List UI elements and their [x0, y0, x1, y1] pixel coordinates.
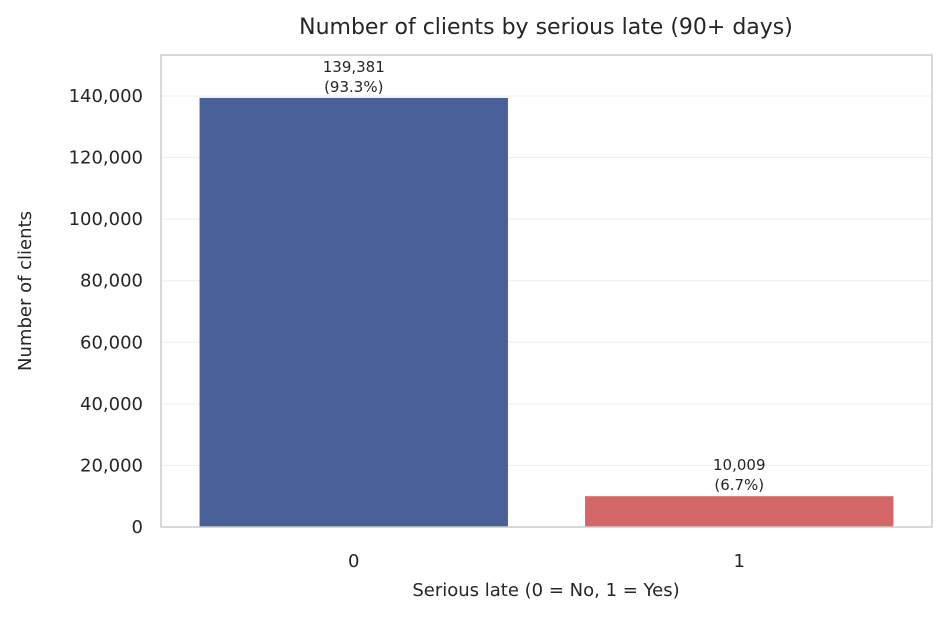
y-tick-label: 140,000 — [69, 86, 143, 107]
plot-frame — [160, 54, 933, 528]
data-label-value: 139,381 — [323, 58, 385, 76]
data-label-value: 10,009 — [713, 456, 766, 474]
bars — [199, 97, 894, 527]
y-tick-label: 60,000 — [80, 332, 143, 353]
x-tick-label: 0 — [348, 551, 359, 572]
data-label-percent: (6.7%) — [714, 476, 764, 494]
bar-1 — [585, 496, 894, 527]
bar-0 — [199, 97, 508, 527]
y-axis-label: Number of clients — [15, 211, 36, 371]
y-tick-label: 0 — [132, 517, 143, 538]
chart-title: Number of clients by serious late (90+ d… — [299, 15, 793, 40]
x-axis-label: Serious late (0 = No, 1 = Yes) — [412, 580, 679, 601]
x-tick-label: 1 — [734, 551, 745, 572]
data-labels: 139,381 (93.3%) 10,009 (6.7%) — [323, 58, 766, 494]
y-tick-label: 20,000 — [80, 455, 143, 476]
y-tick-label: 40,000 — [80, 394, 143, 415]
y-axis-ticks: 0 20,000 40,000 60,000 80,000 100,000 120,000 1… — [69, 86, 143, 538]
y-tick-label: 120,000 — [69, 148, 143, 169]
data-label-percent: (93.3%) — [324, 78, 383, 96]
y-tick-label: 80,000 — [80, 271, 143, 292]
y-tick-label: 100,000 — [69, 209, 143, 230]
